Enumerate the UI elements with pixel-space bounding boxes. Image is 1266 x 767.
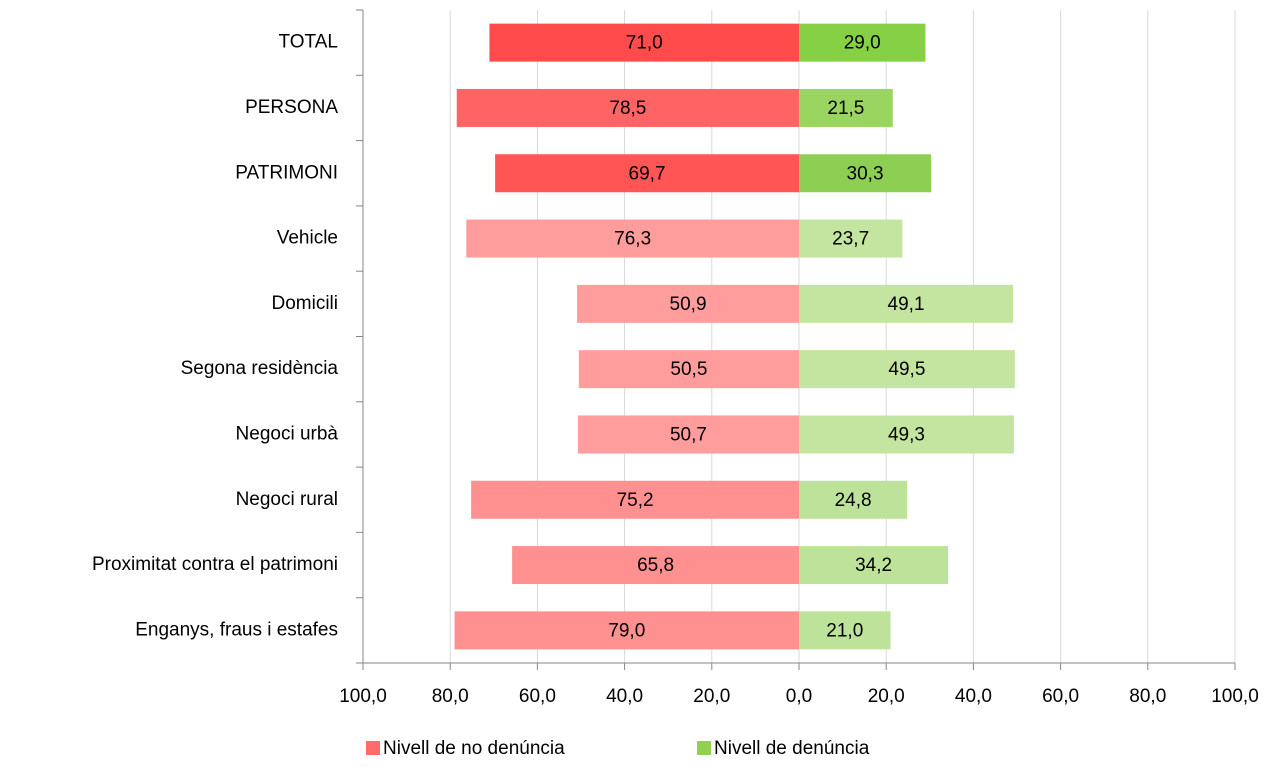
data-label: 49,5 bbox=[888, 359, 925, 380]
bar bbox=[471, 480, 799, 519]
bar bbox=[456, 88, 799, 127]
bar bbox=[799, 154, 932, 193]
data-label: 29,0 bbox=[844, 33, 881, 54]
category-label: TOTAL bbox=[279, 32, 338, 53]
bar bbox=[799, 284, 1014, 323]
category-label: Proximitat contra el patrimoni bbox=[92, 554, 338, 575]
bar bbox=[489, 23, 799, 62]
category-label: PATRIMONI bbox=[235, 162, 338, 183]
data-label: 69,7 bbox=[629, 163, 666, 184]
bar bbox=[577, 415, 799, 454]
x-tick-label: 60,0 bbox=[1042, 686, 1079, 707]
bar bbox=[495, 154, 799, 193]
bar bbox=[512, 546, 799, 585]
data-label: 23,7 bbox=[832, 229, 869, 250]
data-label: 79,0 bbox=[608, 620, 645, 641]
x-tick-label: 0,0 bbox=[786, 686, 812, 707]
data-label: 75,2 bbox=[617, 490, 654, 511]
data-label: 34,2 bbox=[855, 555, 892, 576]
data-label: 49,1 bbox=[888, 294, 925, 315]
category-label: Vehicle bbox=[277, 228, 338, 249]
category-label: Negoci rural bbox=[236, 489, 338, 510]
data-label: 76,3 bbox=[614, 229, 651, 250]
data-label: 71,0 bbox=[626, 33, 663, 54]
legend-label: Nivell de no denúncia bbox=[383, 738, 565, 759]
bar bbox=[799, 23, 926, 62]
data-label: 49,3 bbox=[888, 424, 925, 445]
x-tick-label: 40,0 bbox=[606, 686, 643, 707]
bar bbox=[799, 219, 903, 258]
bar bbox=[577, 284, 799, 323]
data-label: 30,3 bbox=[847, 163, 884, 184]
bar bbox=[578, 350, 799, 389]
legend-label: Nivell de denúncia bbox=[714, 738, 870, 759]
data-label: 21,5 bbox=[827, 98, 864, 119]
category-label: Negoci urbà bbox=[236, 423, 339, 444]
x-tick-label: 80,0 bbox=[1129, 686, 1166, 707]
legend-swatch bbox=[697, 741, 711, 755]
bar bbox=[799, 350, 1015, 389]
legend-swatch bbox=[366, 741, 380, 755]
category-label: Segona residència bbox=[181, 358, 339, 379]
bar bbox=[454, 611, 799, 650]
x-tick-label: 20,0 bbox=[868, 686, 905, 707]
x-tick-label: 60,0 bbox=[519, 686, 556, 707]
data-label: 50,5 bbox=[670, 359, 707, 380]
x-tick-label: 100,0 bbox=[1211, 686, 1259, 707]
bar bbox=[466, 219, 799, 258]
data-label: 65,8 bbox=[637, 555, 674, 576]
x-tick-label: 80,0 bbox=[432, 686, 469, 707]
bar bbox=[799, 546, 949, 585]
category-label: Enganys, fraus i estafes bbox=[135, 619, 338, 640]
data-label: 21,0 bbox=[826, 620, 863, 641]
bar bbox=[799, 88, 893, 127]
bar bbox=[799, 480, 908, 519]
bar bbox=[799, 611, 891, 650]
data-label: 50,7 bbox=[670, 424, 707, 445]
bar bbox=[799, 415, 1014, 454]
data-label: 78,5 bbox=[609, 98, 646, 119]
data-label: 50,9 bbox=[670, 294, 707, 315]
category-label: PERSONA bbox=[245, 97, 338, 118]
category-label: Domicili bbox=[272, 293, 339, 314]
x-tick-label: 100,0 bbox=[339, 686, 387, 707]
data-label: 24,8 bbox=[835, 490, 872, 511]
x-tick-label: 20,0 bbox=[693, 686, 730, 707]
x-tick-label: 40,0 bbox=[955, 686, 992, 707]
